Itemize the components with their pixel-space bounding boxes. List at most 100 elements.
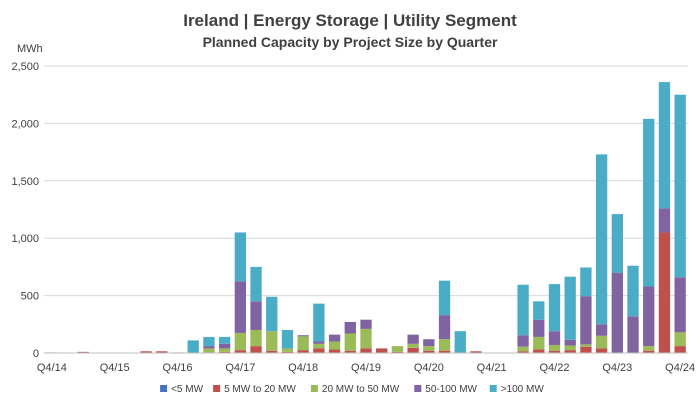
bar-segment [674,332,686,347]
bar-segment [297,336,309,351]
bar-segment [564,350,576,353]
bar-segment [234,232,246,282]
legend-swatch [414,385,422,392]
bar-segment [360,328,372,349]
legend-label: 20 MW to 50 MW [322,384,400,395]
bar-segment [77,351,89,353]
bar-segment [344,333,356,351]
legend-label: <5 MW [171,384,204,395]
bar-segment [517,284,529,336]
bar-segment [297,335,309,337]
bar-segment [438,315,451,340]
bar-segment [643,346,655,351]
bar-segment [250,330,262,347]
bar-segment [218,343,231,349]
x-tick-label: Q4/16 [163,362,193,374]
bar-segment [234,281,246,333]
bar-segment [423,346,435,351]
bar-segment [517,351,529,353]
legend: <5 MW 5 MW to 20 MW 20 MW to 50 MW 50-100 M… [160,384,544,395]
x-tick-label: Q4/22 [540,362,570,374]
bar-segment [313,341,325,344]
bar-segment [533,336,545,350]
legend-swatch [310,385,318,392]
bar-segment [328,334,341,342]
bar-segment [281,351,294,353]
y-axis-label: MWh [17,43,43,55]
bar-segment [564,339,576,346]
chart-subtitle: Planned Capacity by Project Size by Quar… [203,34,498,50]
y-tick-label: 0 [33,348,39,360]
bar-segment [517,335,529,347]
legend-swatch [160,385,168,392]
bar-segment [627,316,639,353]
bar-segment [658,208,671,233]
bar-segment [548,350,561,353]
bar-segment [250,266,262,302]
bar-segment [658,82,671,209]
bar-segment [658,232,671,353]
x-axis: Q4/14 Q4/15 Q4/16 Q4/17 Q4/18 Q4/19 Q4/20 Q4/21… [37,352,695,374]
x-tick-label: Q4/19 [351,362,381,374]
bar-segment [218,351,231,353]
bars [46,82,686,354]
legend-label: 5 MW to 20 MW [224,384,296,395]
x-tick-label: Q4/17 [225,362,255,374]
bar-segment [250,346,262,353]
x-tick-label: Q4/20 [414,362,444,374]
y-axis-ticks: 0 500 1,000 1,500 2,000 2,500 [11,61,39,360]
bar-segment [203,346,215,349]
bar-segment [423,350,435,353]
bar-segment [564,276,576,340]
bar-segment [595,335,608,349]
x-tick-label: Q4/24 [665,362,695,374]
bar-segment [548,284,561,332]
bar-segment [407,347,419,353]
bar-segment [674,277,686,333]
legend-swatch [213,385,221,392]
legend-swatch [489,385,497,392]
bar-segment [454,331,466,353]
bar-segment [376,348,388,353]
bar-segment [643,350,655,353]
bar-segment [344,322,356,334]
bar-segment [438,350,451,353]
bar-segment [643,118,655,287]
bar-segment [533,319,545,337]
bar-segment [407,334,419,344]
bar-segment [187,340,199,353]
chart-title: Ireland | Energy Storage | Utility Segme… [183,11,517,30]
x-tick-label: Q4/18 [288,362,318,374]
bar-segment [643,286,655,347]
bar-segment [281,348,294,352]
bar-segment [203,336,215,347]
bar-segment [438,280,451,316]
bar-segment [297,350,309,353]
bar-segment [328,341,341,350]
bar-segment [313,303,325,342]
bar-segment [548,344,561,351]
bar-segment [250,301,262,331]
bar-segment [266,350,278,353]
bar-segment [595,348,608,353]
y-tick-label: 1,500 [11,176,39,188]
bar-segment [580,344,592,347]
bar-segment [344,350,356,353]
y-tick-label: 2,000 [11,118,39,130]
bar-segment [360,348,372,353]
bar-segment [580,346,592,353]
bar-segment [533,349,545,353]
y-tick-label: 500 [21,291,39,303]
legend-label: >100 MW [501,384,545,395]
bar-segment [580,296,592,345]
bar-segment [611,214,623,273]
bar-segment [156,351,168,353]
x-tick-label: Q4/14 [37,362,67,374]
bar-segment [281,330,294,349]
legend-label: 50-100 MW [425,384,477,395]
bar-segment [407,343,419,348]
bar-segment [328,349,341,353]
bar-segment [595,324,608,336]
